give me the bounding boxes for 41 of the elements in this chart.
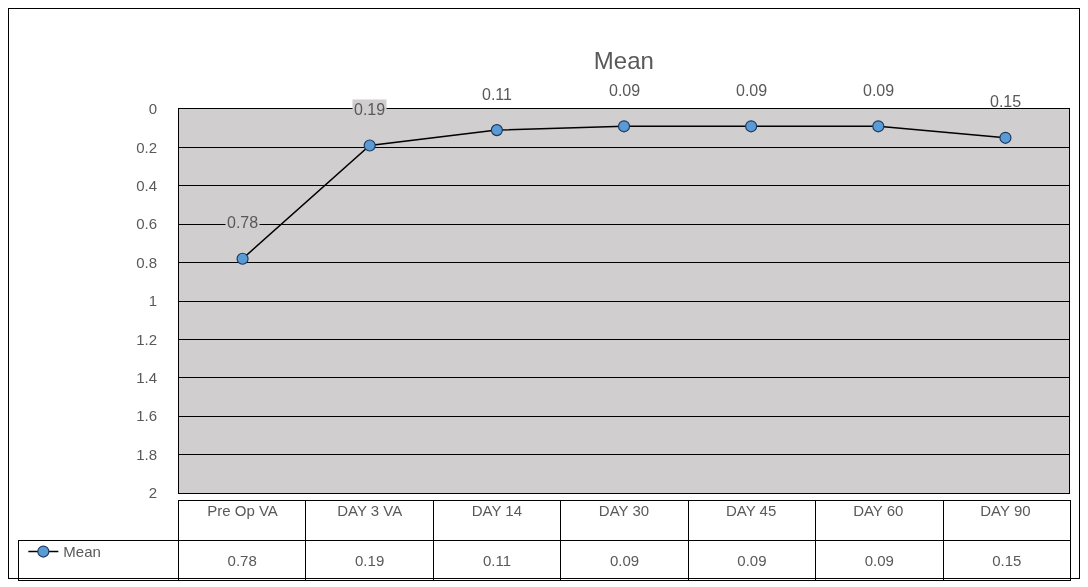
y-tick-label: 0 (148, 100, 157, 118)
data-label: 0.09 (815, 540, 944, 581)
y-tick-label: 1.8 (136, 445, 157, 463)
data-label: 0.11 (432, 540, 562, 581)
legend-label: Mean (63, 543, 101, 561)
y-tick-label: 1.2 (136, 330, 157, 348)
data-label: 0.78 (178, 540, 307, 581)
y-tick-label: 0.6 (136, 215, 157, 233)
x-tick-label: DAY 14 (471, 502, 523, 519)
annotation: 0.15 (990, 93, 1022, 110)
x-tick-label: DAY 60 (853, 502, 904, 519)
text: 0.09 (736, 82, 768, 99)
x-tick-label: DAY 45 (725, 502, 777, 519)
y-tick-label: 0.2 (136, 138, 157, 156)
x-tick-label: DAY 30 (598, 502, 650, 519)
point (363, 139, 376, 152)
x-tick-label: DAY 3 VA (337, 502, 403, 519)
point (745, 120, 758, 133)
data-label: 0.15 (942, 540, 1071, 581)
point (490, 124, 503, 137)
text: 0.11 (482, 86, 513, 103)
point (999, 131, 1012, 144)
annotation: 0.78 (227, 214, 259, 231)
text: 0.09 (609, 82, 641, 99)
x-tick-label: Pre Op VA (207, 502, 278, 519)
x-tick-label: DAY 90 (980, 502, 1031, 519)
chart-title: Mean (593, 47, 654, 75)
text: 0.09 (863, 82, 895, 99)
y-tick-label: 2 (148, 484, 157, 502)
y-tick-label: 1 (148, 292, 157, 310)
y-tick-label: 1.6 (136, 407, 157, 425)
data-label: 0.09 (560, 540, 689, 581)
data-label: 0.09 (687, 540, 817, 581)
y-tick-label: 1.4 (136, 369, 157, 387)
annotation: 0.19 (354, 101, 386, 118)
y-tick-label: 0.4 (136, 177, 157, 195)
point (236, 252, 249, 265)
point (617, 120, 631, 133)
y-tick-label: 0.8 (136, 253, 157, 271)
point (872, 120, 885, 133)
data-label: 0.19 (305, 540, 434, 581)
